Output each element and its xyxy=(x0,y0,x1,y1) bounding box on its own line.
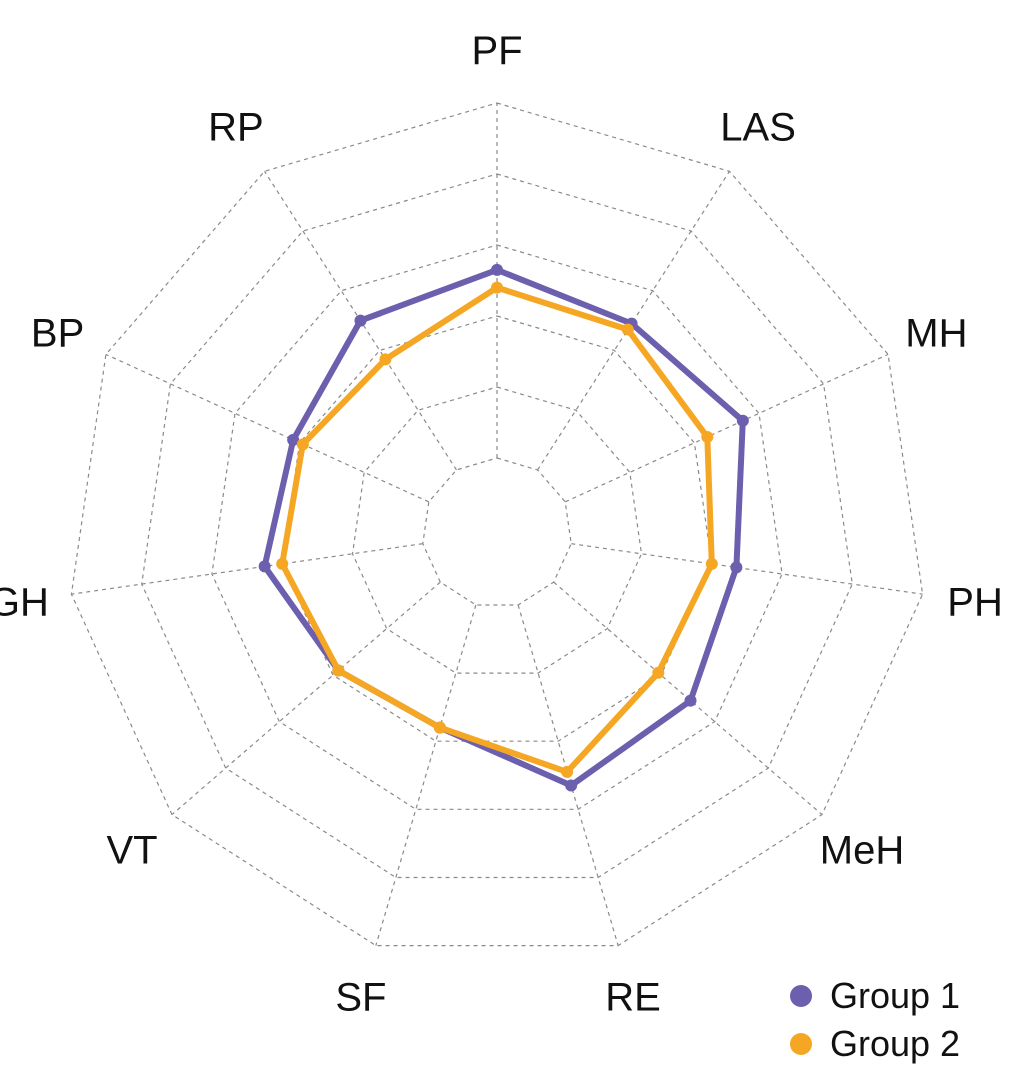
legend: Group 1 Group 2 xyxy=(790,972,1000,1068)
point-group-1-bp xyxy=(287,433,300,446)
axis-label-vt: VT xyxy=(106,828,157,872)
legend-marker-group-1 xyxy=(790,985,812,1007)
axis-label-pf: PF xyxy=(471,29,522,73)
series-group-1 xyxy=(258,263,749,792)
spoke-gh xyxy=(71,543,423,595)
legend-item-group-2: Group 2 xyxy=(790,1020,1000,1068)
point-group-1-meh xyxy=(684,694,697,707)
legend-label-group-2: Group 2 xyxy=(830,1023,961,1064)
point-group-1-rp xyxy=(354,314,367,327)
point-group-1-ph xyxy=(730,561,743,574)
point-group-2-las xyxy=(621,323,634,336)
series-group-2 xyxy=(276,281,718,778)
spoke-sf xyxy=(375,604,477,946)
point-group-1-re xyxy=(565,779,578,792)
point-group-2-ph xyxy=(705,557,718,570)
legend-item-group-1: Group 1 xyxy=(790,972,1000,1020)
point-group-2-pf xyxy=(491,281,503,294)
point-group-2-gh xyxy=(276,557,289,570)
point-group-1-pf xyxy=(491,263,503,276)
spoke-vt xyxy=(171,581,441,816)
grid-ring-3 xyxy=(211,244,783,810)
point-group-2-re xyxy=(561,765,574,778)
axis-label-mh: MH xyxy=(905,311,967,355)
point-group-2-mh xyxy=(701,430,714,443)
grid-ring-0 xyxy=(422,457,572,606)
spoke-bp xyxy=(105,353,430,503)
point-group-2-meh xyxy=(652,666,665,679)
series-layer xyxy=(258,263,749,792)
axis-labels: PF LAS MH PH MeH RE SF VT GH BP RP xyxy=(0,29,1003,1019)
axis-label-bp: BP xyxy=(31,311,84,355)
axis-label-ph: PH xyxy=(947,581,1003,625)
grid-ring-5 xyxy=(70,102,924,947)
legend-label-group-1: Group 1 xyxy=(830,975,961,1016)
axis-label-re: RE xyxy=(605,975,661,1019)
spoke-mh xyxy=(564,353,889,503)
spoke-ph xyxy=(571,543,923,595)
axis-label-sf: SF xyxy=(335,975,386,1019)
point-group-2-rp xyxy=(379,353,392,366)
point-group-2-vt xyxy=(332,664,345,677)
legend-marker-group-2 xyxy=(790,1033,812,1055)
point-group-1-mh xyxy=(736,414,749,427)
grid-ring-2 xyxy=(281,315,713,742)
point-group-1-gh xyxy=(258,560,271,573)
grid-ring-1 xyxy=(351,386,643,674)
series-line-group-1 xyxy=(261,266,746,789)
grid-layer xyxy=(70,102,924,947)
axis-label-gh: GH xyxy=(0,581,49,625)
point-group-2-sf xyxy=(433,721,446,734)
grid-ring-4 xyxy=(141,173,853,879)
axis-label-las: LAS xyxy=(720,106,796,150)
series-line-group-2 xyxy=(279,284,715,775)
axis-label-meh: MeH xyxy=(820,828,904,872)
point-group-2-bp xyxy=(296,438,309,451)
axis-label-rp: RP xyxy=(208,106,264,150)
